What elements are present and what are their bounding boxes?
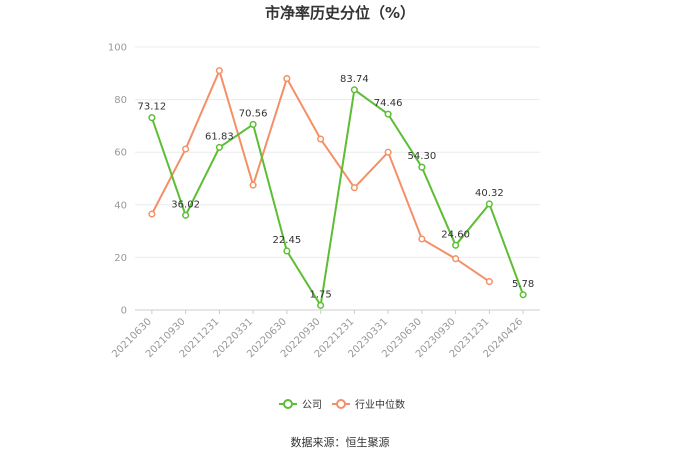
x-axis: 2021063020210930202112312022033120220630…	[110, 310, 525, 360]
data-point-company[interactable]	[418, 163, 426, 171]
data-label-company: 24.60	[441, 229, 470, 240]
series-line-industry-median	[150, 67, 490, 283]
data-point-industry-median[interactable]	[485, 278, 493, 286]
source-text: 数据来源：恒生聚源	[291, 435, 390, 449]
y-tick-label: 0	[121, 306, 127, 317]
y-tick-label: 40	[114, 200, 127, 211]
data-point-industry-median[interactable]	[452, 255, 460, 263]
y-axis: 0 20 40 60 80 100	[108, 43, 127, 317]
y-tick-label: 20	[114, 253, 127, 264]
data-labels: 73.12 36.02 61.83 70.56 22.45 1.75 83.74 74.46 5…	[138, 74, 535, 301]
legend-label-industry-median: 行业中位数	[355, 398, 405, 411]
data-label-company: 40.32	[475, 188, 504, 199]
data-point-industry-median[interactable]	[350, 184, 358, 192]
data-point-company[interactable]	[249, 120, 257, 128]
legend: 公司 行业中位数	[279, 398, 405, 411]
data-point-industry-median[interactable]	[215, 67, 223, 75]
data-point-company[interactable]	[317, 301, 325, 309]
data-label-company: 22.45	[273, 235, 302, 246]
data-point-company[interactable]	[283, 247, 291, 255]
data-label-company: 54.30	[408, 151, 437, 162]
y-tick-label: 60	[114, 148, 127, 159]
chart-title: 市净率历史分位（%）	[265, 4, 415, 22]
data-point-industry-median[interactable]	[283, 75, 291, 83]
data-point-company[interactable]	[148, 114, 156, 122]
data-point-company[interactable]	[215, 143, 223, 151]
grid	[135, 46, 540, 311]
data-label-company: 73.12	[138, 102, 167, 113]
data-point-industry-median[interactable]	[249, 181, 257, 189]
data-point-company[interactable]	[519, 291, 527, 299]
data-point-industry-median[interactable]	[148, 210, 156, 218]
legend-item-industry-median[interactable]: 行业中位数	[332, 398, 405, 411]
series-line-company	[150, 87, 525, 309]
data-point-company[interactable]	[452, 241, 460, 249]
data-label-company: 5.78	[512, 279, 534, 290]
series-layer	[148, 67, 527, 309]
y-tick-label: 100	[108, 43, 127, 54]
data-point-company[interactable]	[485, 200, 493, 208]
data-point-industry-median[interactable]	[182, 145, 190, 153]
legend-label-company: 公司	[302, 400, 322, 411]
data-label-company: 1.75	[309, 289, 331, 300]
data-point-company[interactable]	[350, 86, 358, 94]
data-point-industry-median[interactable]	[384, 148, 392, 156]
y-tick-label: 80	[114, 95, 127, 106]
data-point-company[interactable]	[182, 211, 190, 219]
data-label-company: 70.56	[239, 108, 268, 119]
data-label-company: 36.02	[171, 199, 200, 210]
data-point-industry-median[interactable]	[317, 135, 325, 143]
data-point-industry-median[interactable]	[418, 235, 426, 243]
data-label-company: 61.83	[205, 131, 234, 142]
legend-item-company[interactable]: 公司	[279, 399, 322, 411]
data-point-company[interactable]	[384, 110, 392, 118]
data-label-company: 83.74	[340, 74, 369, 85]
data-label-company: 74.46	[374, 98, 403, 109]
